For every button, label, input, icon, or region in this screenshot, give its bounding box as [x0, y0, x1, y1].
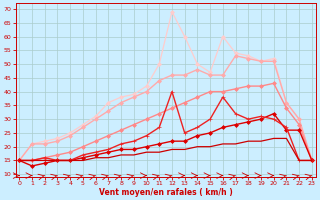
- X-axis label: Vent moyen/en rafales ( km/h ): Vent moyen/en rafales ( km/h ): [99, 188, 232, 197]
